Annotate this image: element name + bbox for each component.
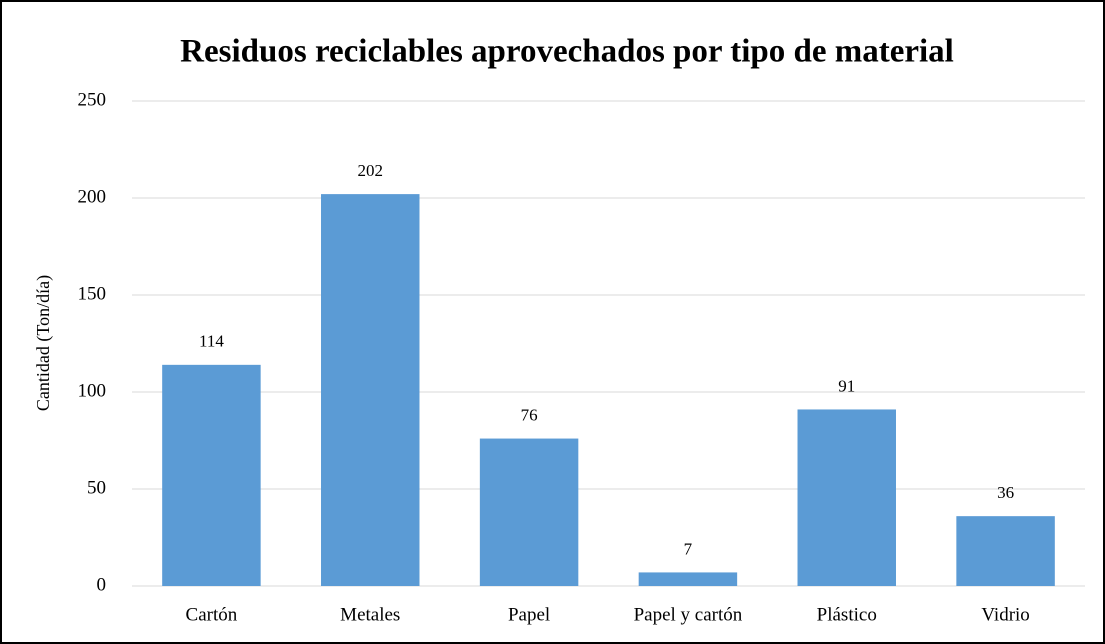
y-tick-label: 100 [78,380,107,401]
x-tick-label: Metales [340,604,400,625]
data-label: 76 [521,405,538,424]
x-tick-label: Plástico [817,604,877,625]
x-tick-label: Cartón [186,604,238,625]
data-label: 114 [199,332,224,351]
bar [638,572,738,586]
data-label: 91 [838,376,855,395]
y-tick-label: 250 [78,89,107,110]
data-label: 202 [358,161,384,180]
x-tick-label: Papel y cartón [634,604,743,625]
y-tick-label: 0 [97,574,107,595]
bar [479,438,579,586]
x-tick-label: Papel [508,604,550,625]
y-tick-label: 200 [78,186,107,207]
data-label: 7 [684,539,693,558]
y-tick-label: 150 [78,283,107,304]
x-tick-label: Vidrio [981,604,1029,625]
bar [321,194,420,586]
y-axis-label: Cantidad (Ton/día) [33,275,54,411]
bar [162,364,261,586]
bar [956,516,1055,586]
y-tick-label: 50 [87,477,106,498]
chart-title: Residuos reciclables aprovechados por ti… [180,34,954,70]
bar [797,409,896,586]
data-label: 36 [997,483,1014,502]
